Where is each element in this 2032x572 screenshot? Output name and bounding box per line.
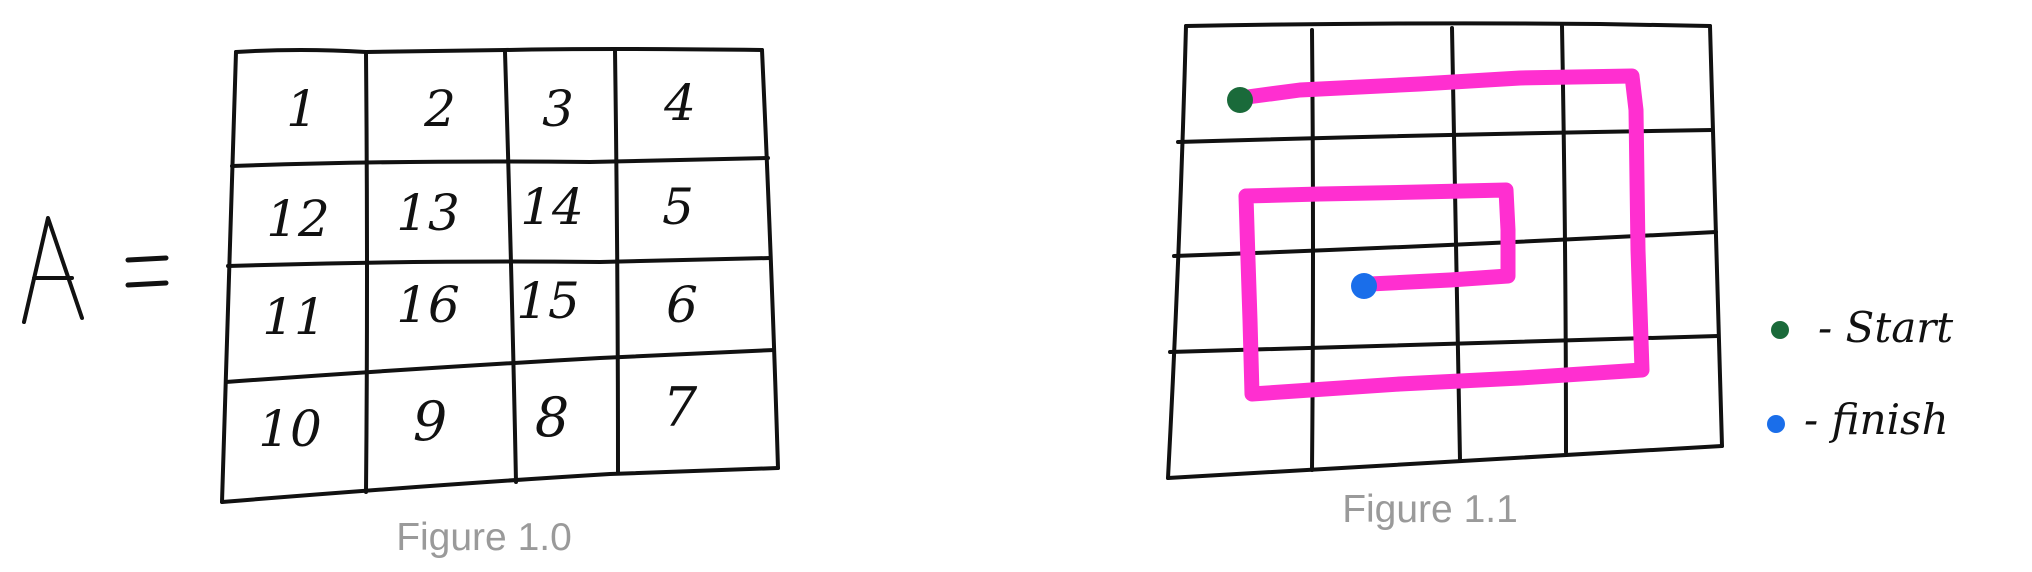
grid-line	[503, 50, 518, 484]
grid-line	[1166, 444, 1724, 480]
equals-sign-glyph	[125, 255, 169, 288]
start-legend-swatch	[1771, 321, 1789, 339]
matrix-cell: 7	[663, 376, 698, 439]
grid-line	[613, 48, 620, 474]
grid-line	[1166, 24, 1188, 480]
matrix-cell: 3	[542, 80, 574, 138]
figure-caption: Figure 1.1	[1342, 488, 1518, 531]
start-legend-label: - Start	[1818, 303, 1953, 352]
finish-legend-label: - finish	[1804, 395, 1949, 444]
grid-line	[220, 50, 238, 504]
matrix-grid	[220, 47, 780, 504]
matrix-cell: 8	[535, 386, 569, 449]
matrix-label	[22, 216, 169, 324]
matrix-cell: 6	[666, 276, 698, 334]
matrix-cell: 4	[663, 74, 696, 132]
figure-caption: Figure 1.0	[396, 516, 572, 559]
grid-line	[1708, 24, 1724, 448]
matrix-cell: 12	[266, 190, 330, 248]
finish-legend-swatch	[1767, 415, 1785, 433]
grid-line	[234, 47, 764, 54]
grid-line	[364, 52, 369, 494]
matrix-cell: 11	[262, 288, 326, 346]
start-marker	[1227, 87, 1253, 113]
matrix-symbol-glyph	[22, 216, 84, 324]
figure-1-0: 1 2 3 4 12 13 14 5 11 16 15 6 10 9 8 7 F…	[22, 47, 780, 559]
matrix-cell: 9	[413, 390, 447, 453]
figure-1-1: - Start - finish Figure 1.1	[1166, 21, 1953, 531]
grid-line	[760, 48, 780, 470]
grid-line	[220, 466, 780, 504]
grid-line	[1184, 21, 1712, 28]
grid-line	[224, 348, 776, 384]
spiral-path	[1232, 68, 1650, 402]
matrix-cell: 15	[516, 272, 580, 330]
grid-line	[226, 256, 772, 268]
grid-line	[1560, 24, 1568, 454]
matrix-cell: 13	[396, 184, 460, 242]
matrix-cell: 2	[423, 80, 456, 138]
matrix-cell: 5	[662, 178, 694, 236]
matrix-cell: 16	[396, 276, 460, 334]
matrix-cells: 1 2 3 4 12 13 14 5 11 16 15 6 10 9 8 7	[258, 74, 698, 458]
matrix-cell: 10	[258, 400, 322, 458]
matrix-cell: 1	[286, 80, 318, 138]
grid-line	[230, 156, 770, 168]
legend: - Start - finish	[1767, 303, 1953, 444]
finish-marker	[1351, 273, 1377, 299]
matrix-cell: 14	[520, 178, 584, 236]
